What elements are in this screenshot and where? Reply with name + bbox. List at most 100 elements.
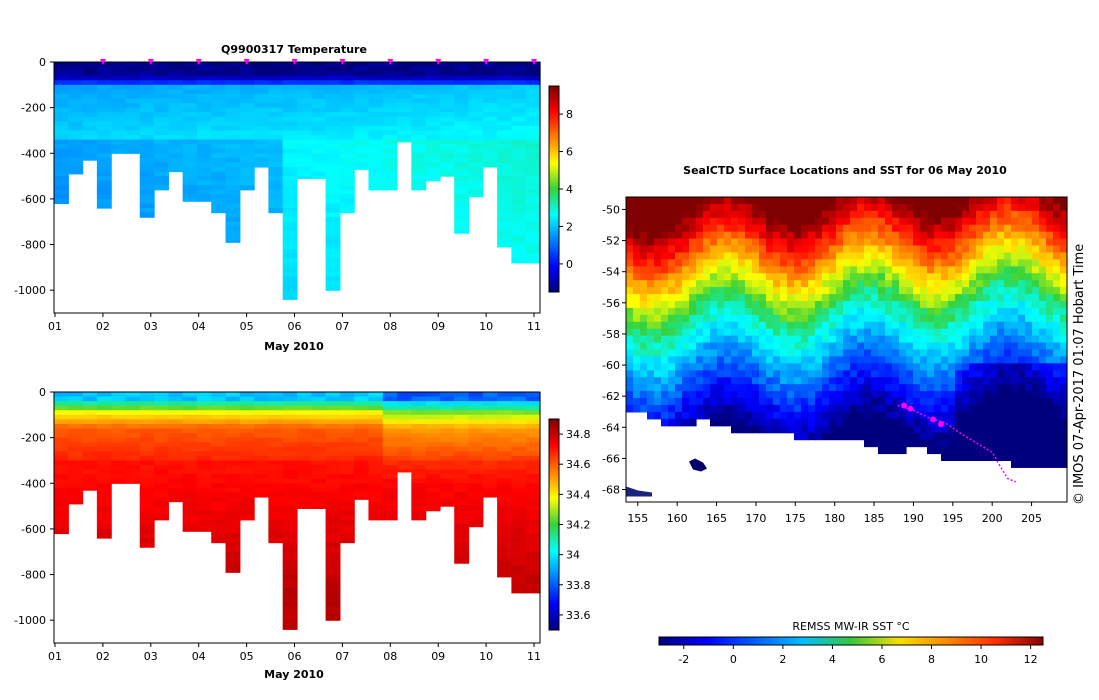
section-cell bbox=[311, 80, 327, 86]
section-cell bbox=[282, 615, 298, 621]
sst-cell bbox=[1039, 335, 1047, 344]
section-cell bbox=[268, 84, 284, 90]
sst-cell bbox=[1053, 446, 1061, 455]
sst-cell bbox=[941, 432, 949, 441]
section-cell bbox=[154, 483, 169, 489]
section-cell bbox=[354, 455, 370, 462]
sst-cell bbox=[766, 342, 774, 351]
sst-cell bbox=[752, 349, 760, 358]
sst-cell bbox=[934, 321, 942, 330]
sst-cell bbox=[696, 210, 704, 219]
section-cell bbox=[382, 478, 398, 484]
section-cell bbox=[196, 419, 212, 425]
sst-cell bbox=[1032, 453, 1040, 462]
section-cell bbox=[268, 538, 284, 544]
section-cell bbox=[68, 478, 84, 484]
section-cell bbox=[339, 189, 355, 195]
section-cell bbox=[425, 455, 441, 462]
sst-cell bbox=[1053, 300, 1061, 309]
sst-cell bbox=[822, 238, 830, 247]
section-cell bbox=[254, 392, 270, 398]
sst-cell bbox=[703, 342, 711, 351]
section-cell bbox=[354, 428, 370, 434]
sst-cell bbox=[738, 321, 746, 330]
section-cell bbox=[254, 162, 270, 168]
section-cell bbox=[268, 80, 284, 86]
section-cell bbox=[468, 446, 484, 452]
sst-cell bbox=[661, 342, 669, 351]
section-cell bbox=[325, 189, 341, 195]
sst-cell bbox=[640, 363, 648, 371]
sst-cell bbox=[948, 425, 956, 434]
section-cell bbox=[525, 392, 541, 398]
section-cell bbox=[182, 71, 198, 77]
section-cell bbox=[382, 496, 398, 503]
sst-cell bbox=[675, 287, 683, 295]
section-cell bbox=[497, 433, 513, 439]
section-cell bbox=[482, 121, 498, 127]
section-cell bbox=[454, 144, 470, 150]
section-cell bbox=[282, 258, 298, 264]
section-cell bbox=[196, 93, 212, 100]
sst-cell bbox=[759, 370, 767, 378]
sst-cell bbox=[822, 217, 830, 226]
sst-cell bbox=[626, 342, 634, 351]
section-cell bbox=[525, 62, 541, 68]
sst-cell bbox=[1011, 287, 1019, 295]
section-cell bbox=[68, 433, 84, 439]
section-cell bbox=[225, 524, 241, 530]
section-cell bbox=[354, 125, 370, 132]
sst-cell bbox=[752, 273, 760, 281]
sst-cell bbox=[997, 370, 1005, 378]
section-cell bbox=[511, 460, 527, 466]
sst-cell bbox=[808, 280, 816, 288]
sst-cell bbox=[801, 307, 809, 316]
sst-cell bbox=[1025, 363, 1033, 371]
section-cell bbox=[82, 451, 98, 457]
sst-cell bbox=[864, 321, 872, 330]
sst-cell bbox=[738, 418, 746, 427]
section-cell bbox=[497, 474, 513, 480]
section-cell bbox=[225, 483, 241, 489]
section-cell bbox=[397, 469, 412, 473]
section-cell bbox=[439, 392, 455, 398]
sst-cell bbox=[836, 217, 844, 226]
sst-cell bbox=[822, 370, 830, 378]
section-cell bbox=[525, 180, 541, 186]
section-cell bbox=[139, 533, 155, 539]
section-cell bbox=[211, 451, 227, 457]
sst-cell bbox=[668, 335, 676, 344]
sst-cell bbox=[934, 356, 942, 364]
section-cell bbox=[139, 460, 155, 466]
section-cell bbox=[154, 474, 169, 480]
sst-cell bbox=[787, 391, 795, 399]
sst-cell bbox=[822, 203, 830, 212]
sst-cell bbox=[976, 391, 984, 399]
sst-cell bbox=[773, 328, 781, 337]
section-cell bbox=[411, 405, 427, 411]
sst-cell bbox=[801, 252, 809, 260]
section-cell bbox=[282, 93, 298, 100]
sst-cell bbox=[962, 217, 970, 226]
sst-cell bbox=[955, 203, 963, 212]
sst-cell bbox=[927, 363, 935, 371]
section-cell bbox=[497, 162, 513, 168]
section-cell bbox=[96, 437, 112, 443]
section-cell bbox=[239, 135, 255, 141]
sst-cell bbox=[822, 300, 830, 309]
section-cell bbox=[382, 469, 398, 475]
sst-cell bbox=[668, 300, 676, 309]
section-cell bbox=[454, 483, 470, 489]
sst-cell bbox=[766, 307, 774, 316]
sst-cell bbox=[696, 307, 704, 316]
sst-cell bbox=[955, 266, 963, 274]
section-cell bbox=[468, 423, 484, 430]
section-cell bbox=[425, 396, 441, 402]
sst-cell bbox=[759, 300, 767, 309]
sst-cell bbox=[1025, 203, 1033, 212]
sst-cell bbox=[759, 384, 767, 392]
sst-cell bbox=[962, 391, 970, 399]
section-cell bbox=[282, 483, 298, 489]
sst-cell bbox=[1032, 411, 1040, 420]
sst-cell bbox=[829, 363, 837, 371]
